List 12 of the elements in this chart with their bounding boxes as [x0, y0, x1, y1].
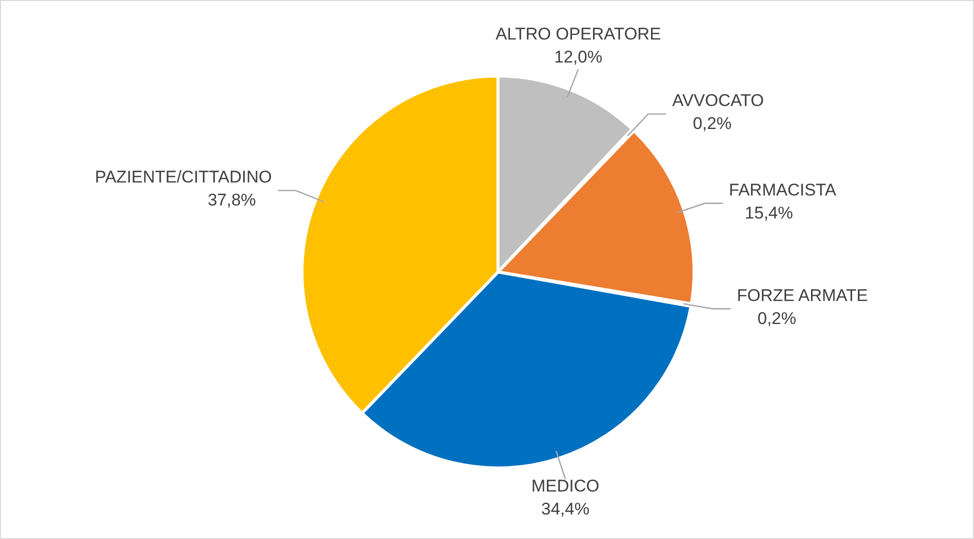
slice-label: MEDICO [531, 476, 600, 496]
data-label: 15,4% [744, 203, 794, 222]
slice-label: FORZE ARMATE [736, 286, 868, 305]
data-label: 37,8% [208, 190, 256, 210]
data-label: 12,0% [554, 47, 602, 66]
slice-label: AVVOCATO [672, 91, 764, 110]
data-label: 34,4% [541, 499, 590, 518]
slice-label: PAZIENTE/CITTADINO [94, 167, 272, 186]
slice-label: ALTRO OPERATORE [496, 24, 661, 44]
data-label: 0,2% [692, 114, 732, 134]
data-label: 0,2% [757, 308, 796, 328]
slice-label: FARMACISTA [728, 180, 837, 200]
